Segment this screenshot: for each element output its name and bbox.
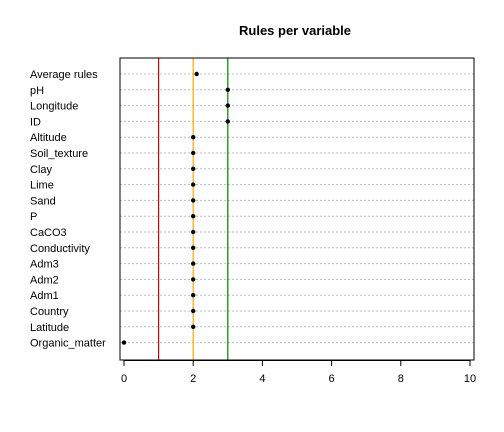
category-label: Latitude: [30, 322, 69, 334]
category-label: Average rules: [30, 69, 98, 81]
data-point: [191, 277, 196, 282]
category-label: ID: [30, 116, 41, 128]
data-point: [225, 119, 230, 124]
category-label: Clay: [30, 164, 53, 176]
category-label: P: [30, 211, 37, 223]
data-point: [191, 324, 196, 329]
category-labels: Average rules pH Longitude ID Altitude Soil_t…: [30, 69, 106, 350]
data-point: [191, 150, 196, 156]
data-points: [121, 71, 230, 345]
x-axis: 0 2 4 6 8 10: [121, 360, 476, 385]
category-label: Adm2: [30, 274, 59, 286]
category-label: Lime: [30, 180, 54, 192]
category-label: Adm1: [30, 290, 59, 302]
chart-title: Rules per variable: [239, 23, 351, 38]
data-point: [191, 293, 196, 298]
category-label: Country: [30, 306, 69, 318]
category-label: Altitude: [30, 132, 67, 144]
grid-lines: [120, 73, 474, 344]
data-point: [191, 198, 196, 203]
category-label: Sand: [30, 195, 56, 207]
data-point: [191, 214, 196, 219]
data-point: [191, 166, 196, 171]
plot-frame: [119, 57, 475, 361]
category-label: pH: [30, 85, 44, 97]
category-label: CaCO3: [30, 227, 67, 239]
category-label: Soil_texture: [30, 148, 88, 160]
x-tick-label: 4: [259, 373, 265, 385]
data-point: [191, 135, 196, 140]
x-tick-label: 6: [329, 373, 335, 385]
data-point: [191, 261, 196, 266]
x-tick-label: 2: [190, 373, 196, 385]
category-label: Organic_matter: [30, 338, 106, 350]
data-point: [191, 308, 196, 314]
data-point: [225, 87, 230, 93]
data-point: [191, 182, 196, 187]
category-label: Adm3: [30, 259, 59, 271]
category-label: Conductivity: [30, 243, 90, 255]
x-tick-label: 10: [464, 373, 476, 385]
reference-lines: [158, 58, 229, 360]
data-point: [191, 229, 196, 235]
data-point: [191, 245, 196, 250]
category-label: Longitude: [30, 101, 78, 113]
data-point: [225, 103, 230, 108]
x-tick-label: 8: [398, 373, 404, 385]
x-tick-label: 0: [121, 373, 127, 385]
data-point: [121, 340, 127, 345]
data-point: [194, 71, 199, 77]
